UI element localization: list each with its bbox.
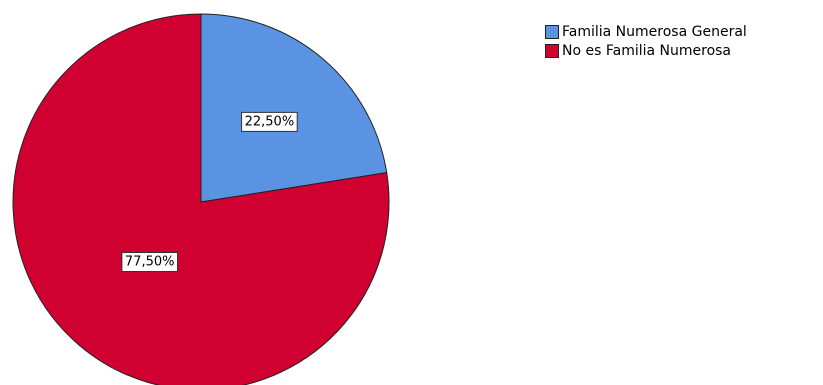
data-label-text: 22,50%	[245, 114, 295, 129]
legend: Familia Numerosa General No es Familia N…	[545, 22, 747, 60]
pie-slice-no-es-familia-numerosa	[12, 13, 390, 385]
legend-label-no-es-familia-numerosa: No es Familia Numerosa	[562, 42, 732, 59]
pie-data-labels: 22,50% 77,50%	[121, 111, 298, 272]
legend-item-familia-numerosa-general: Familia Numerosa General	[545, 22, 747, 41]
legend-swatch-familia-numerosa-general	[545, 24, 559, 39]
data-label-box	[121, 252, 178, 272]
pie-slice-familia-numerosa-general	[200, 13, 388, 203]
legend-swatch-no-es-familia-numerosa	[545, 43, 559, 58]
legend-label-familia-numerosa-general: Familia Numerosa General	[562, 23, 747, 40]
data-label-no-es-familia-numerosa: 77,50%	[121, 252, 178, 272]
data-label-familia-numerosa-general: 22,50%	[241, 111, 298, 132]
pie-slices	[12, 13, 390, 385]
data-label-box	[241, 111, 298, 132]
data-label-text: 77,50%	[125, 255, 175, 270]
legend-item-no-es-familia-numerosa: No es Familia Numerosa	[545, 41, 747, 60]
